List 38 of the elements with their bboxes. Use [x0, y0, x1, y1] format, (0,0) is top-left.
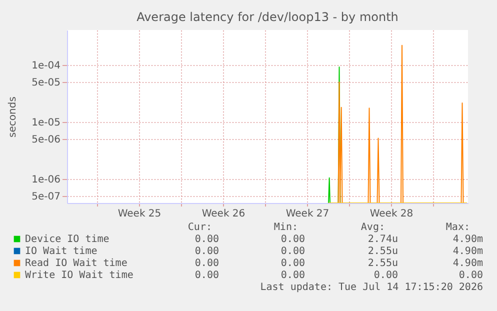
text: Avg: — [360, 222, 385, 233]
text: 2.55u — [368, 258, 398, 269]
text: Last update: Tue Jul 14 17:15:20 2026 — [260, 282, 483, 293]
legend-label: Write IO Wait time — [25, 270, 134, 281]
text: 0.00 — [194, 270, 219, 281]
text: 0.00 — [374, 270, 398, 281]
x-tick-label: Week 25 — [118, 208, 162, 220]
text: 0.00 — [194, 258, 219, 269]
text: 4.90m — [452, 246, 483, 257]
text: 0.00 — [194, 246, 219, 257]
text: 0.00 — [280, 234, 305, 245]
text: 2.55u — [368, 246, 398, 257]
legend-label: Read IO Wait time — [25, 258, 128, 269]
y-axis-title: seconds — [8, 96, 19, 138]
y-tick-label: 1e-05 — [32, 117, 60, 128]
text: 0.00 — [458, 270, 483, 281]
legend-label: Device IO time — [25, 234, 110, 245]
legend-label: IO Wait time — [25, 246, 98, 257]
x-tick-label: Week 26 — [202, 208, 246, 220]
line-series — [338, 44, 464, 203]
x-tick-label: Week 27 — [286, 208, 330, 220]
y-tick-label: 5e-05 — [32, 78, 60, 89]
text: Max: — [446, 222, 470, 233]
text: 0.00 — [280, 246, 305, 257]
chart-title: Average latency for /dev/loop13 - by month — [136, 10, 398, 24]
y-tick-label: 1e-04 — [32, 60, 60, 72]
text: 2.74u — [368, 234, 398, 245]
y-tick-label: 5e-06 — [32, 134, 60, 146]
text: 4.90m — [452, 234, 483, 245]
text: 4.90m — [452, 258, 483, 269]
y-tick-label: 5e-07 — [32, 192, 60, 203]
text: 0.00 — [194, 234, 219, 245]
text: Cur: — [188, 222, 212, 233]
y-tick-label: 1e-06 — [32, 174, 60, 186]
text: 0.00 — [280, 270, 305, 281]
text: Min: — [274, 222, 298, 233]
x-tick-label: Week 28 — [370, 208, 414, 220]
text: 0.00 — [280, 258, 305, 269]
